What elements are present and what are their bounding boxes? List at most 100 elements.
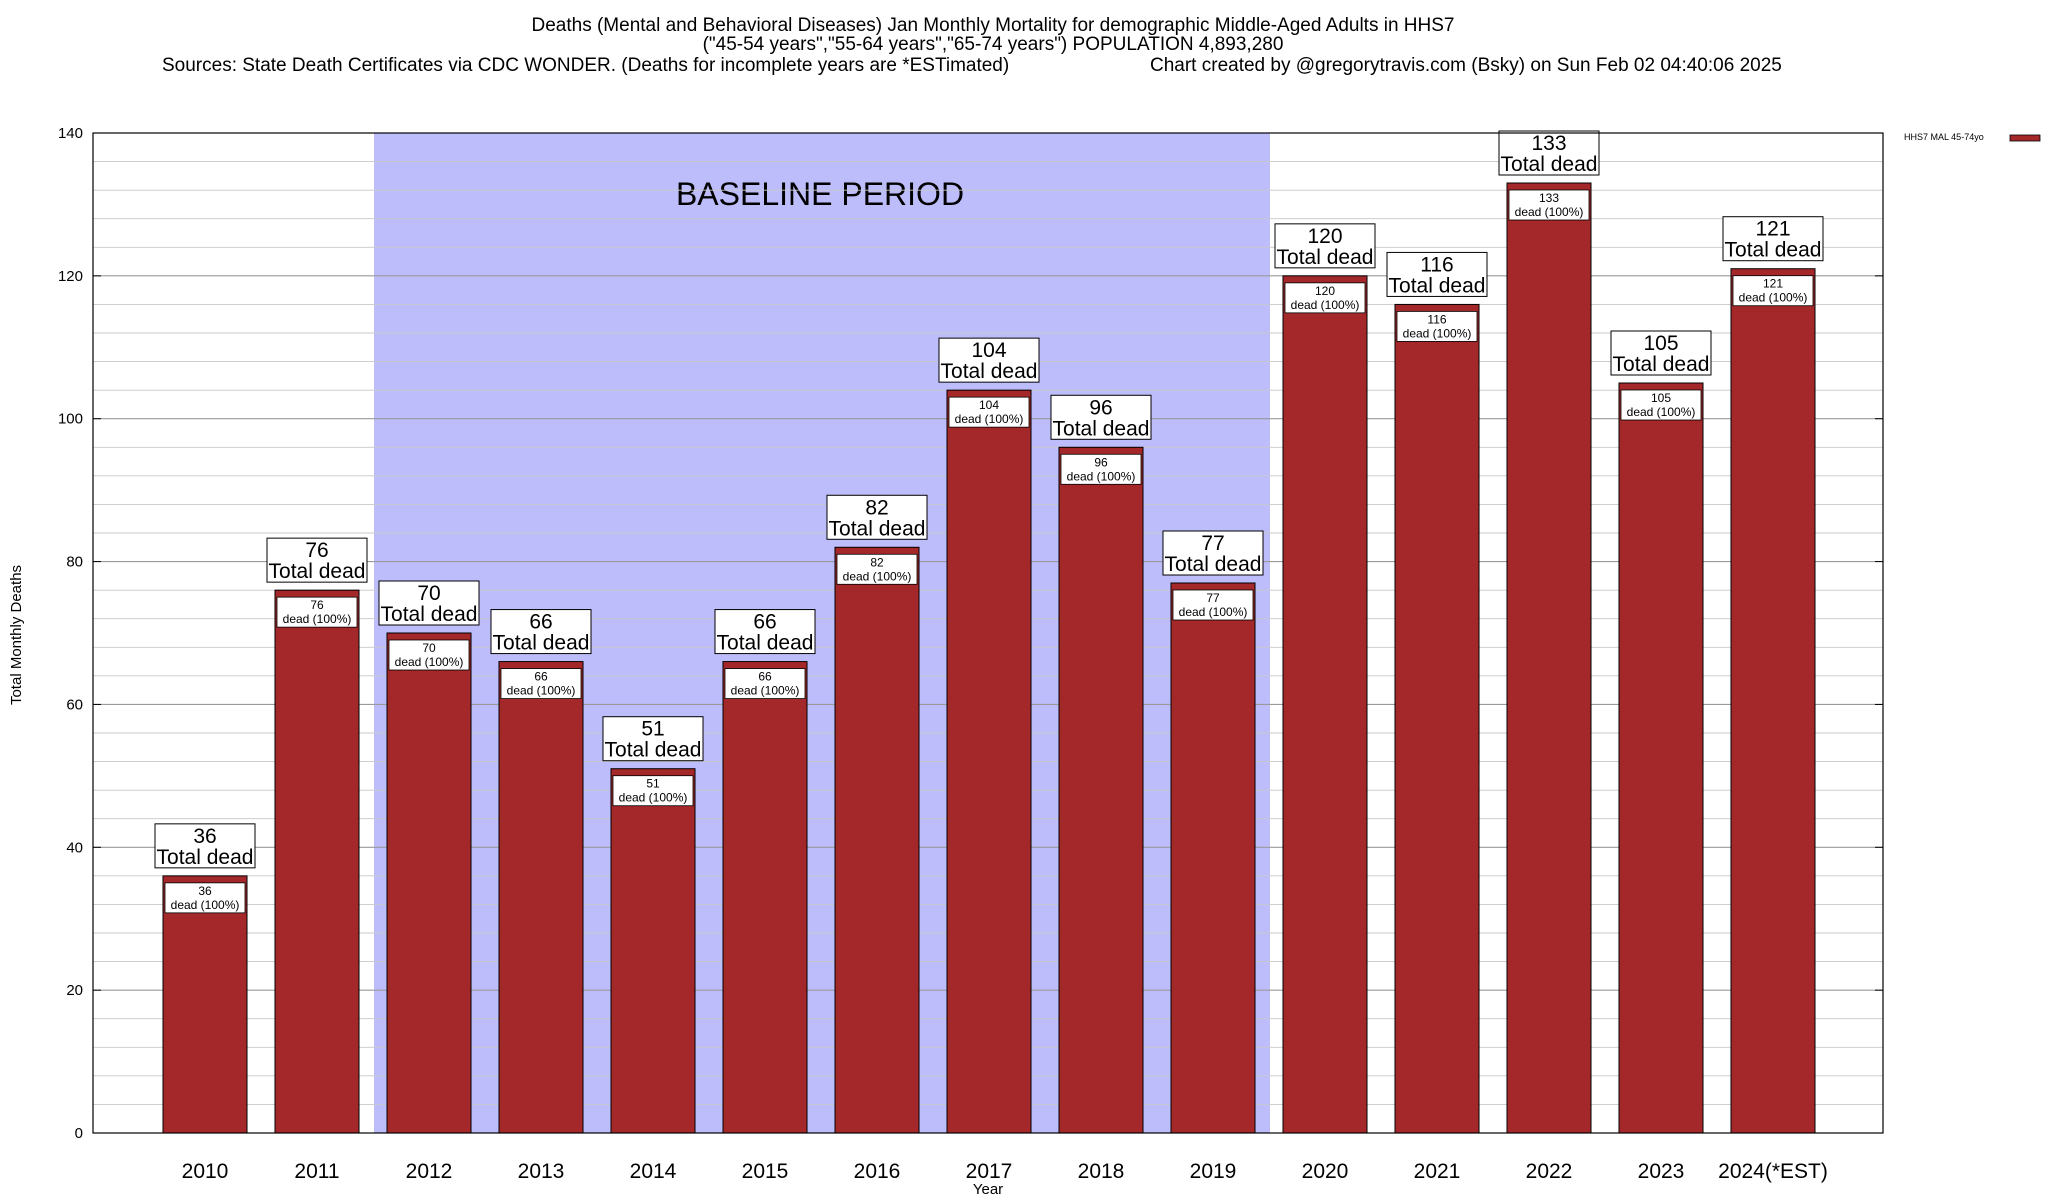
- plot-frame: [92, 132, 1884, 1134]
- x-tick-label: 2017: [966, 1160, 1013, 1183]
- bar-total-text-label: Total dead: [157, 846, 254, 869]
- bar-inner-value-label: 77: [1206, 591, 1220, 605]
- bar-inner-percent-label: dead (100%): [1627, 405, 1696, 419]
- bar-inner-value-label: 96: [1094, 455, 1108, 469]
- x-tick-label: 2024(*EST): [1718, 1160, 1828, 1183]
- x-tick-label: 2021: [1414, 1160, 1461, 1183]
- bar-inner-value-label: 133: [1539, 191, 1559, 205]
- bar-inner-value-label: 116: [1427, 312, 1446, 326]
- legend-swatch: [2009, 134, 2041, 142]
- bar: [610, 768, 696, 1134]
- bar-inner-value-label: 66: [534, 670, 548, 684]
- y-tick-label: 80: [66, 554, 83, 571]
- bar-inner-percent-label: dead (100%): [507, 684, 576, 698]
- bar-inner-percent-label: dead (100%): [619, 791, 688, 805]
- bar-inner-label-box: [1620, 389, 1702, 421]
- bar-inner-value-label: 82: [870, 555, 884, 569]
- bar-total-label-box: [1498, 130, 1600, 176]
- bar-total-text-label: Total dead: [493, 632, 590, 655]
- x-tick-label: 2013: [518, 1160, 565, 1183]
- bar: [834, 546, 920, 1134]
- bar-inner-percent-label: dead (100%): [283, 612, 352, 626]
- bar-total-text-label: Total dead: [1501, 153, 1598, 176]
- bar-total-value-label: 66: [753, 611, 776, 634]
- bar-total-text-label: Total dead: [717, 632, 814, 655]
- bar-inner-label-box: [164, 882, 246, 914]
- bar: [386, 632, 472, 1134]
- bar-total-value-label: 121: [1755, 218, 1790, 241]
- bar-total-label-box: [154, 823, 256, 869]
- bar-total-label-box: [1722, 216, 1824, 262]
- bar-total-text-label: Total dead: [269, 560, 366, 583]
- x-tick-label: 2011: [294, 1160, 339, 1183]
- bar-total-value-label: 70: [417, 582, 440, 605]
- bar-total-label-box: [266, 537, 368, 583]
- bar-total-text-label: Total dead: [605, 739, 702, 762]
- x-tick-label: 2010: [182, 1160, 229, 1183]
- bar-total-value-label: 66: [529, 611, 552, 634]
- bar: [946, 389, 1032, 1134]
- chart-sources: Sources: State Death Certificates via CD…: [162, 55, 1009, 76]
- bar-total-text-label: Total dead: [1277, 246, 1374, 269]
- bar-total-text-label: Total dead: [1613, 353, 1710, 376]
- bar-inner-percent-label: dead (100%): [843, 569, 912, 583]
- y-tick-label: 140: [58, 125, 83, 142]
- bar-total-value-label: 76: [305, 539, 328, 562]
- bar-inner-percent-label: dead (100%): [1739, 291, 1808, 305]
- bar: [274, 589, 360, 1134]
- bar: [162, 875, 248, 1134]
- bar-total-text-label: Total dead: [381, 603, 478, 626]
- bar-inner-percent-label: dead (100%): [1179, 605, 1248, 619]
- bar-total-label-box: [378, 580, 480, 626]
- bar-inner-value-label: 76: [310, 598, 324, 612]
- bar-total-value-label: 104: [971, 339, 1006, 362]
- bar: [1618, 382, 1704, 1134]
- y-tick-label: 100: [58, 411, 83, 428]
- y-axis-label: Total Monthly Deaths: [8, 565, 25, 705]
- bar-inner-label-box: [1284, 282, 1366, 314]
- x-tick-label: 2022: [1526, 1160, 1573, 1183]
- bar-total-value-label: 51: [641, 718, 664, 741]
- bar-total-label-box: [1274, 223, 1376, 269]
- x-tick-label: 2012: [406, 1160, 453, 1183]
- x-tick-label: 2019: [1190, 1160, 1237, 1183]
- y-tick-label: 120: [58, 268, 83, 285]
- bar-inner-label-box: [1396, 311, 1478, 342]
- x-tick-label: 2018: [1078, 1160, 1125, 1183]
- chart-title: Deaths (Mental and Behavioral Diseases) …: [532, 15, 1455, 36]
- bar-total-label-box: [1610, 330, 1712, 376]
- bar-total-value-label: 77: [1201, 532, 1224, 555]
- legend: HHS7 MAL 45-74yo: [1904, 132, 2041, 142]
- bar-inner-label-box: [1732, 275, 1814, 307]
- bar-inner-value-label: 66: [758, 670, 772, 684]
- bar-total-label-box: [1386, 251, 1488, 297]
- bar-inner-value-label: 105: [1651, 391, 1671, 405]
- bar: [1282, 275, 1368, 1134]
- bar-inner-label-box: [276, 596, 358, 628]
- bar: [1506, 182, 1592, 1134]
- bar-inner-label-box: [500, 668, 582, 699]
- bar-inner-percent-label: dead (100%): [955, 412, 1024, 426]
- bar-total-text-label: Total dead: [829, 517, 926, 540]
- bar-inner-percent-label: dead (100%): [731, 684, 800, 698]
- bar-inner-label-box: [388, 639, 470, 671]
- baseline-period-label: BASELINE PERIOD: [676, 176, 964, 212]
- bar: [722, 661, 808, 1134]
- bar-inner-percent-label: dead (100%): [1515, 205, 1584, 219]
- bar-total-label-box: [938, 337, 1040, 383]
- bar-total-label-box: [714, 609, 816, 655]
- axes: 0 20 40 60 80 100 120 140 2010 2011 2012 2013 2014 20…: [58, 125, 1883, 1183]
- bar-total-text-label: Total dead: [941, 360, 1038, 383]
- y-tick-label: 20: [66, 982, 83, 999]
- chart-subtitle: ("45-54 years","55-64 years","65-74 year…: [703, 34, 1284, 55]
- bar: [498, 661, 584, 1134]
- bar-inner-value-label: 36: [198, 884, 212, 898]
- bar-total-value-label: 120: [1307, 225, 1342, 248]
- bar-inner-percent-label: dead (100%): [171, 898, 240, 912]
- bar-inner-percent-label: dead (100%): [1067, 469, 1136, 483]
- bar: [1170, 582, 1256, 1134]
- bar: [1058, 446, 1144, 1134]
- x-tick-label: 2014: [630, 1160, 677, 1183]
- bar-inner-percent-label: dead (100%): [395, 655, 464, 669]
